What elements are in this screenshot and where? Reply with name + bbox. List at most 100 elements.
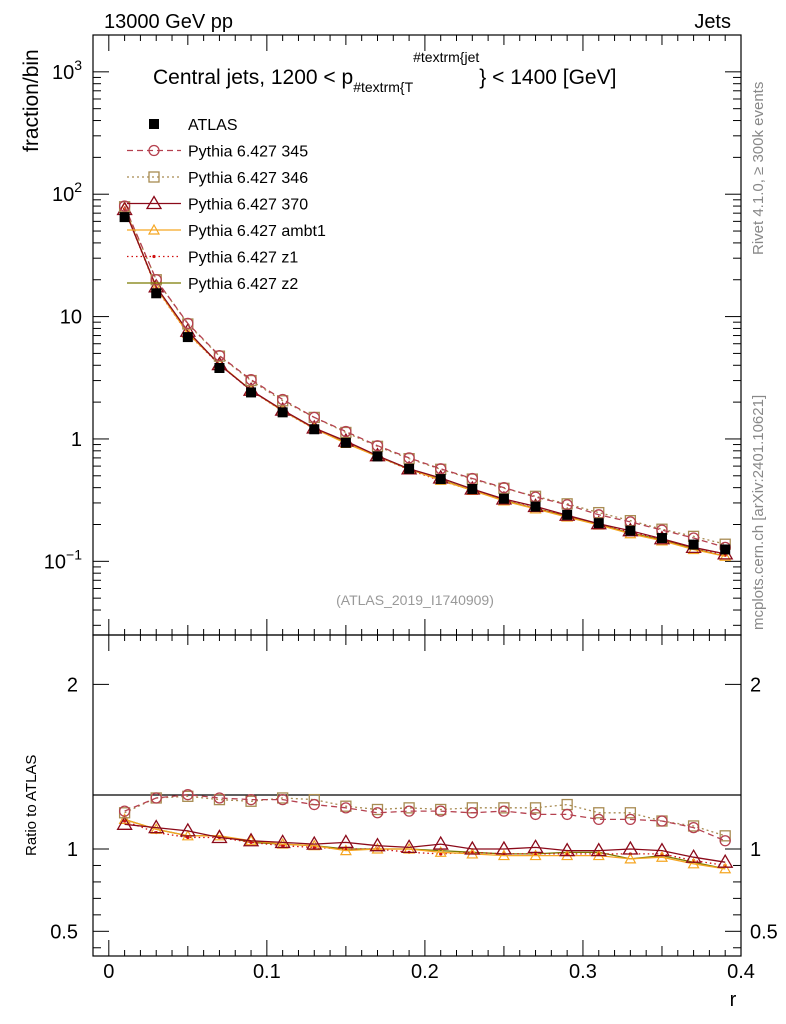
x-tick-label: 0.4	[727, 961, 755, 983]
ratio-point-pythia-6-427-370	[369, 837, 386, 852]
ratio-point-pythia-6-427-370	[274, 834, 291, 849]
mcplots-site-label: mcplots.cern.ch [arXiv:2401.10621]	[750, 395, 767, 630]
legend-label: Pythia 6.427 z1	[188, 250, 298, 267]
main-point-atlas	[688, 539, 699, 550]
ratio-point-pythia-6-427-ambt1	[497, 849, 510, 861]
ratio-point-pythia-6-427-370	[495, 840, 513, 855]
ratio-point-pythia-6-427-370	[337, 834, 355, 849]
ratio-point-pythia-6-427-370	[590, 842, 607, 857]
main-point-pythia-6-427-345	[498, 481, 510, 494]
main-point-atlas	[340, 437, 351, 448]
ratio-point-pythia-6-427-345	[687, 821, 700, 834]
ratio-y-tick-label-right: 1	[750, 839, 761, 861]
main-point-pythia-6-427-345	[340, 425, 352, 438]
x-tick-label: 0.3	[569, 961, 597, 983]
ratio-point-pythia-6-427-370	[148, 819, 165, 834]
ratio-point-pythia-6-427-345	[529, 808, 542, 821]
main-point-atlas	[593, 518, 604, 529]
main-point-pythia-6-427-345	[466, 472, 478, 485]
rivet-version-label: Rivet 4.1.0, ≥ 300k events	[750, 82, 767, 255]
main-point-pythia-6-427-345	[213, 349, 226, 362]
ratio-point-pythia-6-427-345	[118, 805, 131, 817]
main-y-axis-label: fraction/bin	[20, 49, 43, 152]
legend-label: Pythia 6.427 370	[188, 197, 308, 214]
main-title: Central jets, 1200 < p#textrm{T#textrm{j…	[153, 49, 616, 95]
ratio-point-pythia-6-427-ambt1	[655, 850, 668, 862]
main-y-tick-label: 103	[52, 57, 82, 84]
main-point-pythia-6-427-345	[118, 200, 131, 212]
analysis-id-label: (ATLAS_2019_I1740909)	[336, 592, 494, 608]
legend-item-pythia-6-427-z2: Pythia 6.427 z2	[127, 276, 298, 293]
main-point-pythia-6-427-345	[561, 499, 573, 511]
main-point-pythia-6-427-345	[435, 463, 447, 475]
legend-marker	[145, 195, 163, 210]
ratio-point-pythia-6-427-370	[432, 835, 449, 850]
legend-label: Pythia 6.427 ambt1	[188, 223, 326, 240]
ratio-y-axis-label: Ratio to ATLAS	[23, 755, 40, 856]
ratio-point-pythia-6-427-346	[498, 802, 510, 814]
ratio-point-pythia-6-427-ambt1	[118, 813, 131, 824]
ratio-point-pythia-6-427-ambt1	[339, 844, 352, 856]
main-panel: 10−1 1 10 102 103 fraction/bin Central jets,…	[20, 34, 742, 636]
ratio-point-pythia-6-427-370	[717, 853, 734, 868]
ratio-point-pythia-6-427-345	[624, 813, 637, 826]
header-left-label: 13000 GeV pp	[104, 11, 233, 33]
ratio-point-pythia-6-427-345	[719, 835, 731, 847]
main-title-sub: #textrm{T	[353, 79, 413, 95]
legend-item-pythia-6-427-345: Pythia 6.427 345	[127, 144, 308, 161]
ratio-point-pythia-6-427-370	[527, 839, 544, 854]
ratio-point-pythia-6-427-z1	[281, 844, 285, 848]
ratio-point-pythia-6-427-370	[116, 816, 133, 830]
main-line-pythia-6-427-z1	[123, 208, 726, 556]
ratio-point-pythia-6-427-346	[624, 807, 637, 819]
ratio-point-pythia-6-427-345	[245, 793, 257, 806]
ratio-point-pythia-6-427-345	[466, 807, 478, 819]
main-point-pythia-6-427-345	[308, 411, 320, 424]
legend-marker	[149, 119, 159, 129]
legend-label: Pythia 6.427 346	[188, 170, 308, 187]
ratio-point-pythia-6-427-346	[593, 807, 605, 819]
legend-marker	[148, 171, 160, 183]
ratio-point-pythia-6-427-345	[593, 813, 605, 826]
legend-label: Pythia 6.427 345	[188, 144, 308, 161]
main-point-atlas	[277, 407, 288, 418]
ratio-point-pythia-6-427-346	[371, 803, 384, 816]
legend-item-pythia-6-427-z1: Pythia 6.427 z1	[127, 250, 298, 267]
x-tick-label: 0.2	[411, 961, 439, 983]
ratio-point-pythia-6-427-370	[179, 822, 196, 837]
main-point-atlas	[467, 483, 478, 494]
ratio-point-pythia-6-427-345	[277, 793, 289, 806]
ratio-point-pythia-6-427-ambt1	[434, 846, 447, 857]
main-point-atlas	[498, 493, 509, 504]
ratio-line-pythia-6-427-ambt1	[124, 818, 726, 870]
ratio-y-tick-label: 2	[67, 674, 78, 696]
main-point-atlas	[151, 288, 162, 299]
ratio-point-pythia-6-427-345	[403, 805, 415, 817]
ratio-point-pythia-6-427-346	[529, 802, 542, 814]
ratio-point-pythia-6-427-345	[435, 805, 447, 817]
ratio-point-pythia-6-427-346	[561, 798, 573, 811]
ratio-point-pythia-6-427-z1	[249, 840, 253, 845]
legend-item-atlas: ATLAS	[149, 117, 238, 134]
ratio-y-tick-label-right: 0.5	[750, 921, 778, 943]
main-point-pythia-6-427-345	[150, 274, 162, 286]
main-point-atlas	[404, 463, 415, 474]
ratio-y-tick-labels: 0.5 0.5 1 1 2 2	[50, 674, 778, 943]
main-point-pythia-6-427-ambt1	[719, 550, 732, 561]
main-title-pre: Central jets, 1200 < p	[153, 66, 353, 89]
ratio-point-pythia-6-427-ambt1	[624, 852, 637, 864]
legend-marker	[152, 254, 156, 259]
ratio-point-pythia-6-427-370	[464, 840, 481, 855]
ratio-point-pythia-6-427-z1	[439, 852, 443, 856]
header-right-label: Jets	[694, 11, 731, 33]
main-point-atlas	[530, 501, 541, 512]
main-point-atlas	[214, 363, 225, 374]
main-title-sup: #textrm{jet	[413, 49, 479, 65]
ratio-point-pythia-6-427-z1	[312, 845, 316, 849]
main-y-tick-label: 1	[71, 429, 82, 451]
ratio-point-pythia-6-427-345	[182, 789, 194, 801]
ratio-point-pythia-6-427-z1	[186, 835, 190, 840]
ratio-point-pythia-6-427-370	[685, 848, 702, 863]
ratio-panel: 0.5 0.5 1 1 2 2 Ratio to ATLAS	[23, 634, 778, 957]
ratio-line-pythia-6-427-370	[124, 823, 726, 863]
